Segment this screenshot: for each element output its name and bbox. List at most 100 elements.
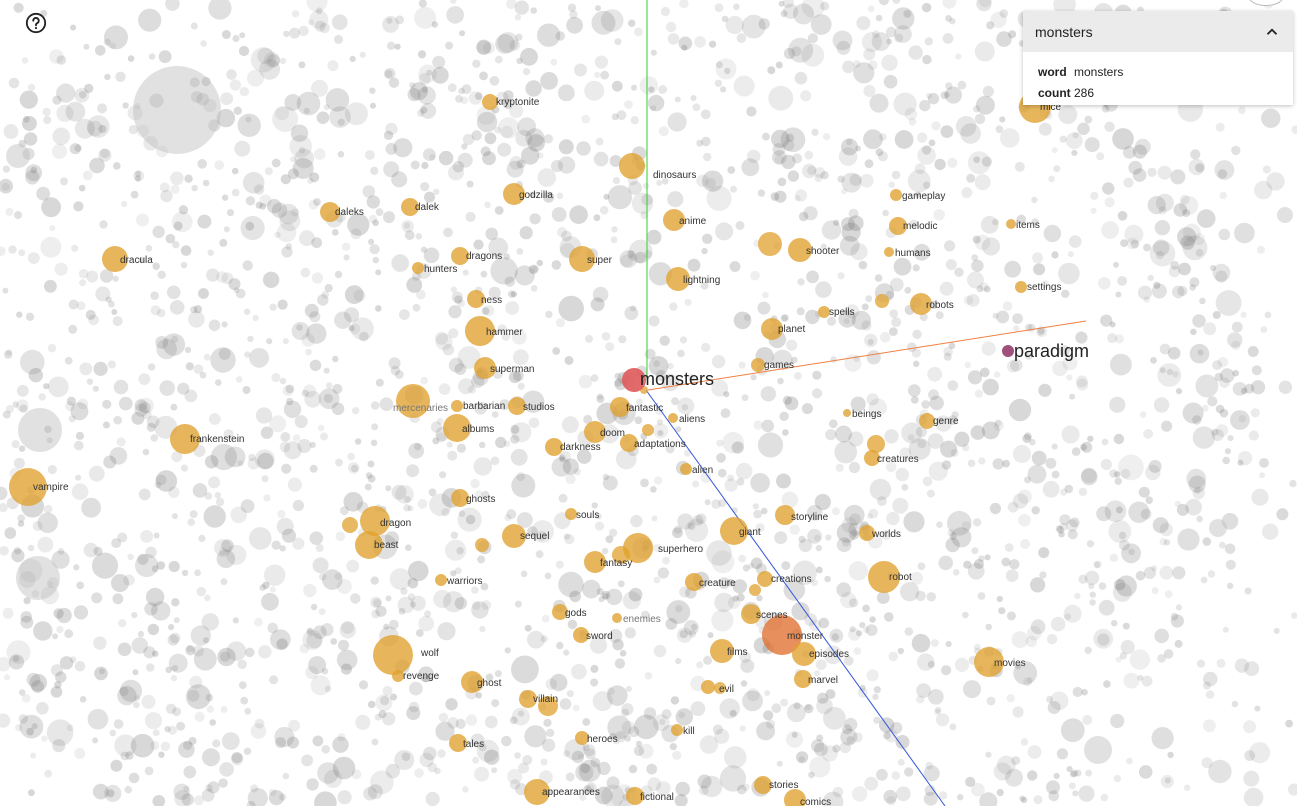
background-point[interactable]: [943, 346, 953, 357]
background-point[interactable]: [1081, 467, 1097, 483]
background-point[interactable]: [93, 546, 103, 556]
selected-point[interactable]: [622, 368, 646, 392]
background-point[interactable]: [667, 33, 680, 45]
background-point[interactable]: [609, 155, 622, 167]
background-point[interactable]: [1121, 543, 1141, 564]
background-point[interactable]: [1072, 686, 1083, 698]
background-point[interactable]: [674, 96, 681, 103]
background-point[interactable]: [1130, 239, 1140, 249]
background-point[interactable]: [701, 775, 723, 798]
background-point[interactable]: [1075, 331, 1088, 344]
background-point[interactable]: [1002, 459, 1010, 468]
background-point[interactable]: [628, 726, 640, 738]
background-point[interactable]: [540, 758, 548, 766]
background-point[interactable]: [1024, 432, 1032, 440]
background-point[interactable]: [916, 695, 925, 704]
background-point[interactable]: [736, 477, 745, 486]
neighbor-point[interactable]: [565, 508, 577, 520]
background-point[interactable]: [499, 399, 510, 411]
background-point[interactable]: [928, 139, 936, 147]
neighbor-point[interactable]: [451, 489, 469, 507]
neighbor-point[interactable]: [868, 561, 900, 593]
background-point[interactable]: [272, 106, 298, 132]
background-point[interactable]: [558, 456, 565, 463]
background-point[interactable]: [836, 40, 851, 55]
background-point[interactable]: [1014, 663, 1022, 670]
background-point[interactable]: [1017, 489, 1032, 504]
background-point[interactable]: [349, 323, 361, 335]
background-point[interactable]: [1013, 325, 1020, 332]
background-point[interactable]: [271, 540, 281, 550]
background-point[interactable]: [29, 674, 48, 692]
background-point[interactable]: [157, 308, 166, 318]
background-point[interactable]: [1020, 738, 1029, 746]
background-point[interactable]: [659, 335, 670, 346]
background-point[interactable]: [875, 14, 883, 22]
background-point[interactable]: [454, 363, 467, 375]
background-point[interactable]: [11, 549, 25, 563]
background-point[interactable]: [530, 7, 537, 14]
background-point[interactable]: [205, 693, 214, 702]
background-point[interactable]: [794, 189, 808, 202]
background-point[interactable]: [655, 370, 667, 381]
background-point[interactable]: [667, 362, 674, 370]
background-point[interactable]: [280, 432, 291, 442]
background-point[interactable]: [488, 237, 509, 258]
background-point[interactable]: [1224, 448, 1231, 455]
background-point[interactable]: [723, 391, 730, 398]
background-point[interactable]: [537, 23, 561, 47]
background-point[interactable]: [332, 736, 349, 753]
background-point[interactable]: [311, 272, 323, 284]
background-point[interactable]: [1025, 352, 1033, 360]
background-point[interactable]: [701, 136, 711, 147]
background-point[interactable]: [550, 673, 568, 692]
background-point[interactable]: [783, 47, 796, 60]
background-point[interactable]: [13, 457, 25, 469]
background-point[interactable]: [974, 234, 991, 251]
background-point[interactable]: [165, 703, 177, 714]
background-point[interactable]: [68, 299, 79, 310]
background-point[interactable]: [407, 577, 419, 589]
background-point[interactable]: [112, 593, 124, 605]
background-point[interactable]: [1098, 599, 1115, 616]
background-point[interactable]: [397, 596, 415, 614]
background-point[interactable]: [373, 598, 382, 608]
background-point[interactable]: [260, 426, 274, 439]
background-point[interactable]: [14, 211, 22, 220]
background-point[interactable]: [447, 450, 458, 461]
background-point[interactable]: [454, 597, 468, 610]
background-point[interactable]: [963, 680, 981, 699]
background-point[interactable]: [183, 785, 190, 793]
background-point[interactable]: [52, 127, 70, 146]
background-point[interactable]: [331, 229, 339, 236]
neighbor-point[interactable]: [910, 293, 932, 315]
background-point[interactable]: [180, 261, 188, 269]
background-point[interactable]: [706, 540, 732, 566]
background-point[interactable]: [448, 164, 464, 181]
background-point[interactable]: [855, 145, 861, 152]
background-point[interactable]: [1167, 751, 1174, 759]
neighbor-point[interactable]: [1006, 219, 1016, 229]
background-point[interactable]: [1013, 661, 1038, 685]
background-point[interactable]: [73, 605, 89, 620]
background-point[interactable]: [320, 432, 328, 441]
background-point[interactable]: [1096, 152, 1105, 161]
background-point[interactable]: [313, 198, 321, 206]
background-point[interactable]: [810, 14, 832, 35]
neighbor-point[interactable]: [710, 639, 734, 663]
background-point[interactable]: [1011, 756, 1021, 766]
background-point[interactable]: [1080, 443, 1087, 451]
background-point[interactable]: [234, 140, 251, 157]
background-point[interactable]: [332, 383, 343, 394]
background-point[interactable]: [327, 60, 339, 72]
background-point[interactable]: [201, 613, 219, 631]
background-point[interactable]: [400, 587, 408, 595]
background-point[interactable]: [1076, 375, 1088, 388]
background-point[interactable]: [1151, 565, 1158, 572]
background-point[interactable]: [694, 36, 706, 48]
background-point[interactable]: [1168, 265, 1181, 278]
background-point[interactable]: [187, 518, 195, 526]
background-point[interactable]: [31, 723, 38, 730]
background-point[interactable]: [1112, 582, 1132, 602]
background-point[interactable]: [418, 615, 435, 632]
